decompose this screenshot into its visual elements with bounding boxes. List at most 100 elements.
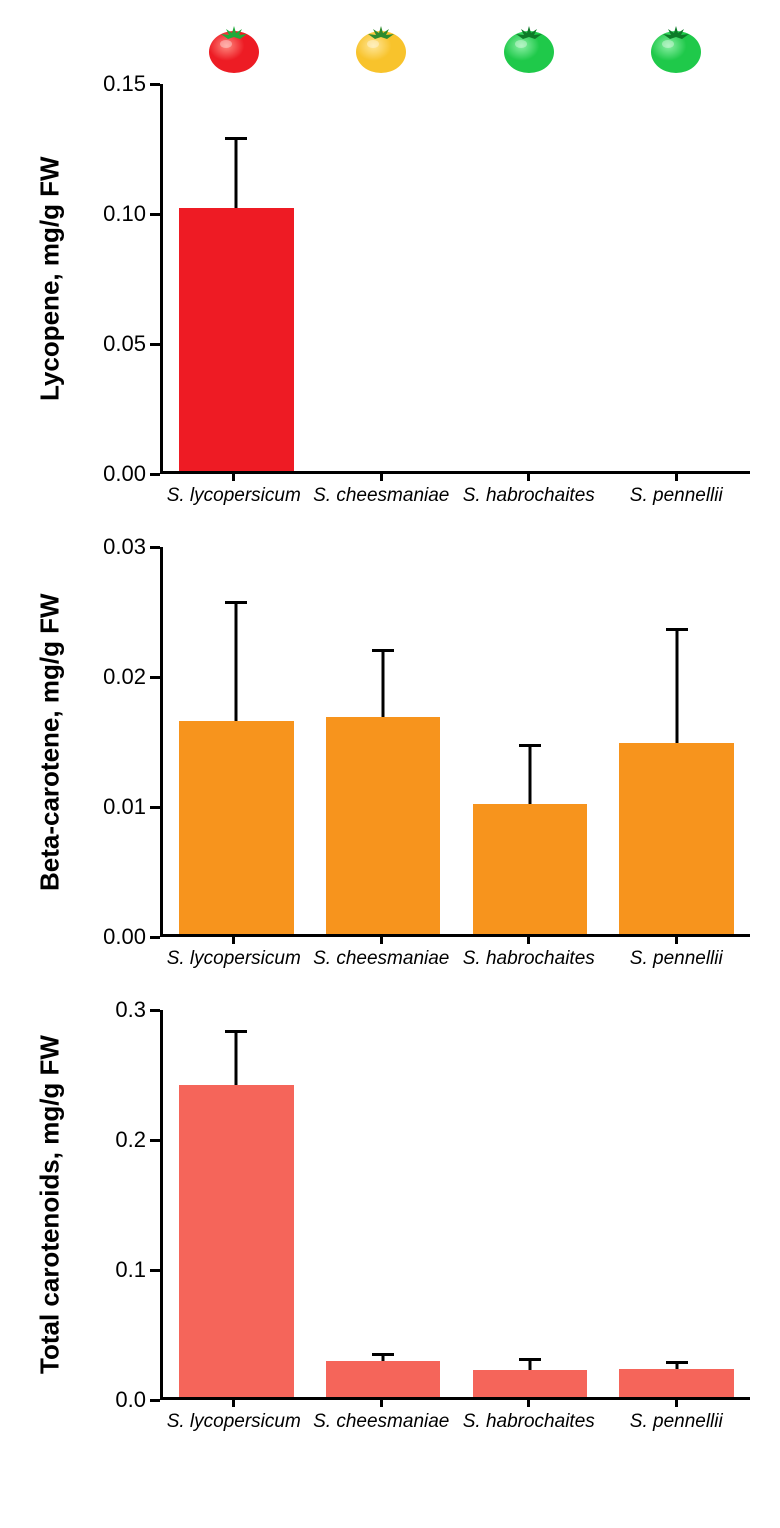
x-tick-label: S. lycopersicum — [160, 485, 308, 507]
y-axis: 0.00.10.20.3 — [70, 1010, 160, 1400]
y-tick-mark — [150, 473, 160, 476]
y-tick-mark — [150, 1139, 160, 1142]
bar — [619, 1369, 733, 1397]
error-cap — [372, 649, 394, 652]
error-bar — [235, 1032, 238, 1085]
y-tick-label: 0.01 — [103, 796, 146, 818]
y-tick-mark — [150, 806, 160, 809]
y-tick-label: 0.15 — [103, 73, 146, 95]
chart-panel: Total carotenoids, mg/g FW0.00.10.20.3S.… — [30, 1010, 750, 1433]
y-tick-mark — [150, 936, 160, 939]
bar-slot — [603, 547, 750, 934]
y-tick-label: 0.05 — [103, 333, 146, 355]
x-tick-label: S. pennellii — [603, 1411, 751, 1433]
chart-panel: Beta-carotene, mg/g FW0.000.010.020.03S.… — [30, 547, 750, 970]
x-tick-label: S. lycopersicum — [160, 1411, 308, 1433]
x-tick-label: S. habrochaites — [455, 948, 603, 970]
error-cap — [519, 744, 541, 747]
x-tick-label: S. pennellii — [603, 948, 751, 970]
bars-group — [163, 547, 750, 934]
error-cap — [225, 137, 247, 140]
y-axis-label: Total carotenoids, mg/g FW — [30, 1010, 70, 1400]
x-tick-label: S. cheesmaniae — [308, 1411, 456, 1433]
error-bar — [382, 650, 385, 717]
bar — [473, 804, 587, 934]
bar — [179, 1085, 293, 1397]
panels-container: Lycopene, mg/g FW0.000.050.100.15S. lyco… — [30, 84, 750, 1433]
y-axis: 0.000.010.020.03 — [70, 547, 160, 937]
y-tick-mark — [150, 1009, 160, 1012]
figure: Lycopene, mg/g FW 0.00 0.05 0.10 0.15 S. lyco… — [0, 0, 780, 1473]
y-tick-label: 0.2 — [115, 1129, 146, 1151]
y-axis: 0.000.050.100.15 — [70, 84, 160, 474]
x-tick-label: S. lycopersicum — [160, 948, 308, 970]
error-cap — [225, 1030, 247, 1033]
bar-slot — [163, 547, 310, 934]
x-tick-label: S. habrochaites — [455, 1411, 603, 1433]
error-bar — [675, 630, 678, 744]
bar-slot — [310, 1010, 457, 1397]
bars-group — [163, 1010, 750, 1397]
x-axis: S. lycopersicumS. cheesmaniaeS. habrocha… — [30, 948, 750, 970]
x-axis: S. lycopersicumS. cheesmaniaeS. habrocha… — [30, 1411, 750, 1433]
bar-slot — [310, 547, 457, 934]
y-tick-mark — [150, 343, 160, 346]
bar — [473, 1370, 587, 1397]
chart-panel: Lycopene, mg/g FW0.000.050.100.15S. lyco… — [30, 84, 750, 507]
error-cap — [519, 1358, 541, 1361]
bar-slot — [163, 1010, 310, 1397]
x-tick-label: S. habrochaites — [455, 485, 603, 507]
error-bar — [235, 602, 238, 721]
error-cap — [666, 1361, 688, 1364]
bar-slot — [163, 84, 310, 471]
error-bar — [528, 1360, 531, 1370]
tomato-icon-cell — [455, 20, 603, 74]
y-tick-label: 0.1 — [115, 1259, 146, 1281]
y-tick-mark — [150, 83, 160, 86]
bar-slot — [457, 547, 604, 934]
y-tick-mark — [150, 546, 160, 549]
y-tick-mark — [150, 213, 160, 216]
plot-area — [160, 547, 750, 937]
bar-slot — [457, 1010, 604, 1397]
y-axis-label: Beta-carotene, mg/g FW — [30, 547, 70, 937]
error-cap — [666, 628, 688, 631]
y-tick-label: 0.00 — [103, 926, 146, 948]
y-tick-mark — [150, 1269, 160, 1272]
y-axis-label: Lycopene, mg/g FW — [30, 84, 70, 474]
y-tick-label: 0.3 — [115, 999, 146, 1021]
x-axis: S. lycopersicumS. cheesmaniaeS. habrocha… — [30, 485, 750, 507]
y-tick-label: 0.00 — [103, 463, 146, 485]
x-tick-label: S. pennellii — [603, 485, 751, 507]
bar — [179, 721, 293, 934]
tomato-icon-row — [30, 20, 750, 74]
plot-area — [160, 84, 750, 474]
bar — [326, 717, 440, 934]
y-tick-label: 0.03 — [103, 536, 146, 558]
y-tick-label: 0.10 — [103, 203, 146, 225]
bar-slot — [603, 84, 750, 471]
tomato-icon-cell — [308, 20, 456, 74]
bar-slot — [457, 84, 604, 471]
tomato-icon-cell — [160, 20, 308, 74]
bar — [326, 1361, 440, 1397]
y-tick-label: 0.02 — [103, 666, 146, 688]
tomato-icon — [204, 20, 264, 74]
tomato-icon — [646, 20, 706, 74]
error-cap — [225, 601, 247, 604]
y-tick-mark — [150, 676, 160, 679]
bar-slot — [310, 84, 457, 471]
bar — [619, 743, 733, 934]
tomato-icon — [351, 20, 411, 74]
error-bar — [235, 138, 238, 208]
y-tick-mark — [150, 1399, 160, 1402]
error-cap — [372, 1353, 394, 1356]
bar — [179, 208, 293, 471]
tomato-icon-cell — [603, 20, 751, 74]
plot-area — [160, 1010, 750, 1400]
bars-group — [163, 84, 750, 471]
tomato-icon — [499, 20, 559, 74]
bar-slot — [603, 1010, 750, 1397]
x-tick-label: S. cheesmaniae — [308, 485, 456, 507]
error-bar — [528, 746, 531, 804]
